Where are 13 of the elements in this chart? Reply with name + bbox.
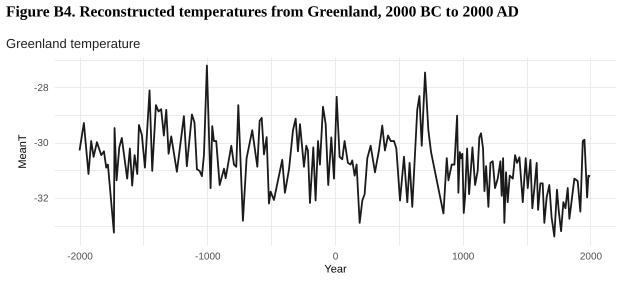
- x-tick-label: 2000: [580, 252, 603, 262]
- y-tick-label: -32: [34, 194, 49, 204]
- x-axis-title: Year: [324, 264, 347, 276]
- line-series: [78, 64, 591, 238]
- x-tick-label: 0: [332, 252, 339, 262]
- y-tick-label: -28: [34, 82, 49, 94]
- chart-title: Figure B4. Reconstructed temperatures from Greenland, 2000 BC to 2000 AD: [6, 4, 519, 20]
- x-tick-label: -2000: [67, 252, 94, 262]
- y-axis-title: MeanT: [17, 134, 30, 169]
- x-tick-label: -1000: [194, 252, 221, 262]
- y-tick-label: -30: [34, 138, 49, 150]
- x-tick-label: 1000: [452, 252, 475, 262]
- chart-subtitle: Greenland temperature: [6, 36, 140, 51]
